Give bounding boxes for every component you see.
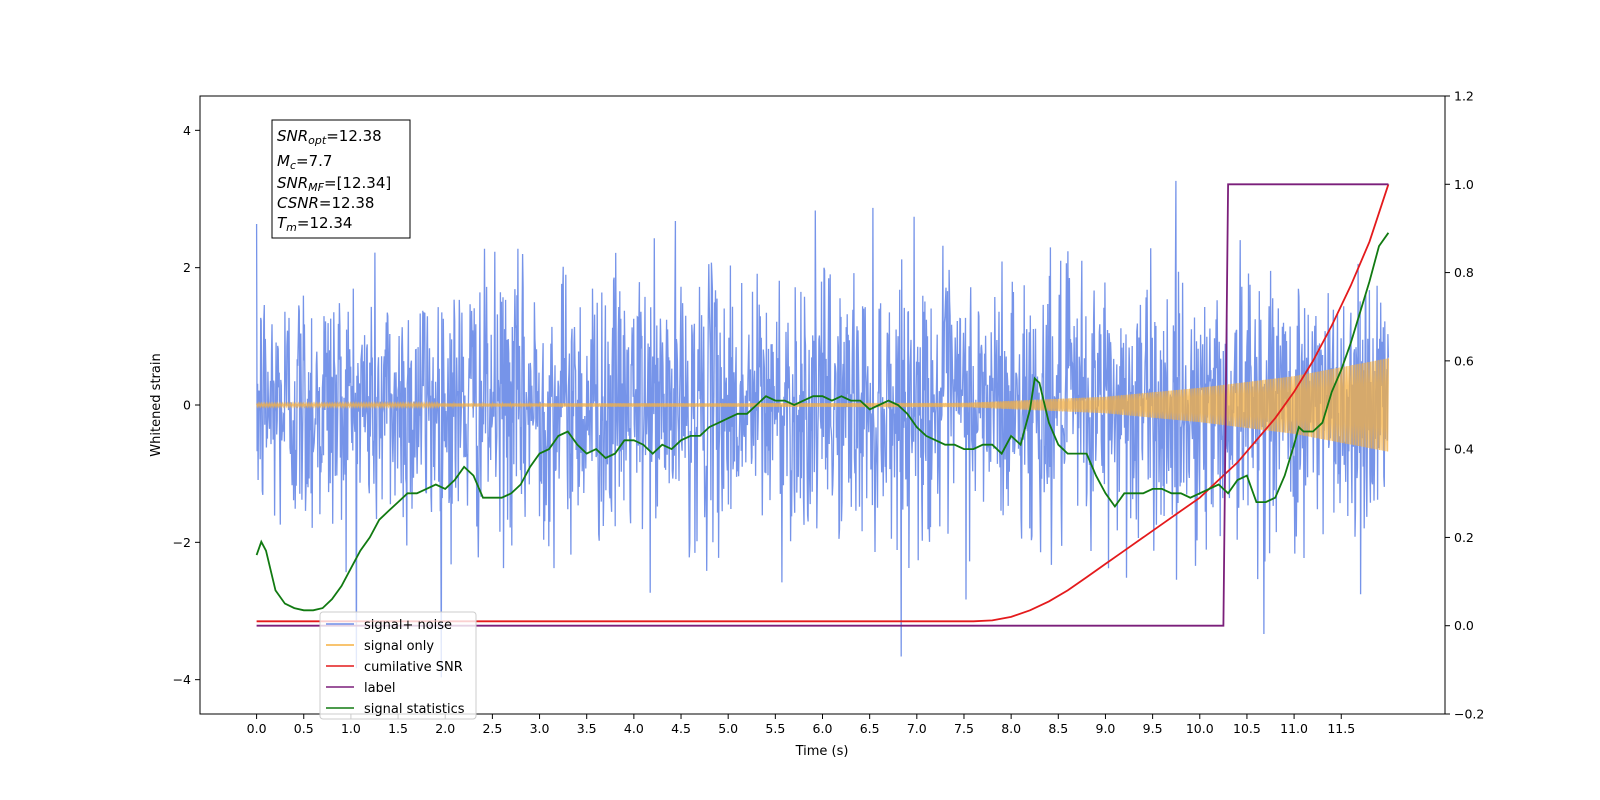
annotation-line: SNRMF=[12.34] [277, 174, 391, 194]
x-tick-label: 2.0 [435, 721, 455, 736]
x-tick-label: 9.5 [1143, 721, 1163, 736]
series-signal-only-line [256, 358, 1389, 452]
y-tick-label: 0 [183, 398, 191, 413]
legend-entry: cumilative SNR [364, 660, 463, 675]
y2-tick-label: 0.0 [1454, 618, 1474, 633]
plot-area [255, 180, 1390, 678]
x-tick-label: 10.0 [1186, 721, 1214, 736]
series-label-line [256, 183, 1389, 627]
x-tick-label: 7.5 [954, 721, 974, 736]
annotation-box: SNRopt=12.38 Mc=7.7 SNRMF=[12.34] CSNR=1… [271, 119, 411, 239]
x-tick-label: 3.0 [530, 721, 550, 736]
legend-entry: label [364, 681, 395, 696]
series-signal-statistics-line [255, 232, 1390, 612]
y-axis-label: Whitened strain [149, 353, 164, 456]
y-tick-label: −2 [173, 535, 191, 550]
series-cumulative-snr-line [256, 184, 1390, 623]
y2-tick-label: 1.0 [1454, 177, 1474, 192]
legend-entry: signal+ noise [364, 618, 452, 633]
x-tick-label: 7.0 [907, 721, 927, 736]
x-tick-label: 4.5 [671, 721, 691, 736]
x-tick-label: 4.0 [624, 721, 644, 736]
x-tick-label: 5.0 [718, 721, 738, 736]
x-tick-label: 2.5 [482, 721, 502, 736]
annotation-line: CSNR=12.38 [277, 194, 374, 212]
legend: signal+ noise signal only cumilative SNR… [319, 611, 477, 720]
y2-tick-label: 0.8 [1454, 265, 1474, 280]
legend-entry: signal statistics [364, 702, 465, 717]
x-tick-label: 8.0 [1001, 721, 1021, 736]
y-tick-label: 2 [183, 260, 191, 275]
x-tick-label: 11.5 [1327, 721, 1355, 736]
series-signal-noise-line [255, 180, 1390, 678]
y2-tick-label: 1.2 [1454, 89, 1474, 104]
y2-tick-label: 0.4 [1454, 442, 1474, 457]
x-tick-label: 10.5 [1233, 721, 1261, 736]
y-tick-label: 4 [183, 123, 191, 138]
x-tick-label: 6.0 [813, 721, 833, 736]
x-tick-label: 9.0 [1096, 721, 1116, 736]
y-axis-ticks: 4 2 0 −2 −4 [173, 123, 200, 687]
y2-axis-ticks: 1.2 1.0 0.8 0.6 0.4 0.2 0.0 −0.2 [1445, 89, 1484, 722]
x-tick-label: 5.5 [765, 721, 785, 736]
y-tick-label: −4 [173, 672, 191, 687]
x-tick-label: 0.0 [247, 721, 267, 736]
annotation-line: Mc=7.7 [277, 152, 332, 172]
y2-tick-label: 0.2 [1454, 530, 1474, 545]
annotation-line: Tm=12.34 [277, 214, 352, 234]
x-tick-label: 8.5 [1048, 721, 1068, 736]
x-tick-label: 6.5 [860, 721, 880, 736]
x-tick-label: 11.0 [1280, 721, 1308, 736]
x-tick-label: 3.5 [577, 721, 597, 736]
x-tick-label: 1.5 [388, 721, 408, 736]
annotation-line: SNRopt=12.38 [277, 127, 382, 147]
y2-tick-label: −0.2 [1454, 707, 1484, 722]
legend-entry: signal only [364, 639, 434, 654]
y2-tick-label: 0.6 [1454, 353, 1474, 368]
x-tick-label: 1.0 [341, 721, 361, 736]
x-axis-ticks: 0.0 0.5 1.0 1.5 2.0 2.5 3.0 3.5 4.0 4.5 5.0 5.5 6.0 6… [247, 714, 1355, 736]
x-axis-label: Time (s) [795, 744, 849, 759]
x-tick-label: 0.5 [294, 721, 314, 736]
